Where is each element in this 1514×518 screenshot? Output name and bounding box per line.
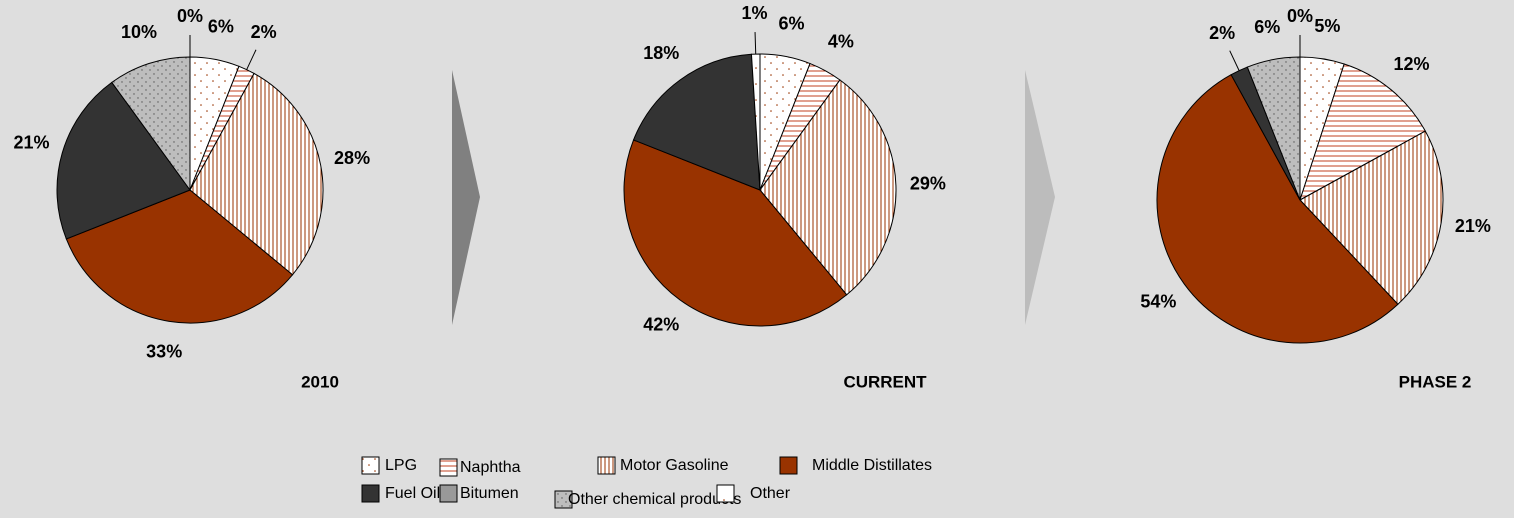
data-label: 5% [1314,16,1340,36]
leader-line [1229,50,1240,71]
data-label: 42% [643,315,679,335]
pie-title: 2010 [301,372,339,391]
pie-slice [623,139,848,327]
pie-slice [1156,74,1399,344]
legend-label: Motor Gasoline [620,457,729,474]
data-label: 0% [177,6,203,26]
data-label: 28% [334,148,370,168]
data-label: 12% [1394,54,1430,74]
legend-label: Other chemical products [568,491,741,508]
data-label: 6% [778,14,804,34]
data-label: 6% [1254,17,1280,37]
pie-slice [111,56,191,192]
leader-line [246,49,257,70]
legend-swatch [439,484,458,503]
leader-line [754,32,757,55]
data-label: 2% [251,22,277,42]
pie-slice [750,53,761,191]
data-label: 4% [828,32,854,52]
data-label: 0% [1287,6,1313,26]
legend-label: Naphtha [460,459,521,476]
data-label: 2% [1209,23,1235,43]
pie-slice [1299,130,1444,305]
data-label: 1% [741,3,767,23]
pie-title: PHASE 2 [1399,372,1472,391]
data-label: 33% [146,342,182,362]
legend-label: Fuel Oil [385,485,440,502]
legend-swatch [361,484,380,503]
pie-slice [56,81,191,240]
legend-swatch [554,490,573,509]
legend-label: Middle Distillates [812,457,932,474]
arrow [452,70,480,325]
data-label: 21% [14,133,50,153]
pie-slice [1299,63,1426,202]
legend-swatch [716,484,735,503]
legend-label: LPG [385,457,417,474]
legend-swatch [361,456,380,475]
legend-swatch [597,456,616,475]
legend-swatch [779,456,798,475]
pie-title: CURRENT [843,372,927,391]
data-label: 29% [910,173,946,193]
pie-slice [65,189,294,324]
legend-swatch [439,458,458,477]
data-label: 6% [208,17,234,37]
pie-slice [632,53,761,191]
data-label: 21% [1455,216,1491,236]
pie-slice [189,72,324,276]
legend-label: Other [750,485,791,502]
pie-slice [759,79,897,296]
legend-label: Bitumen [460,485,519,502]
data-label: 54% [1140,292,1176,312]
data-label: 18% [643,43,679,63]
arrow [1025,70,1055,325]
data-label: 10% [121,22,157,42]
